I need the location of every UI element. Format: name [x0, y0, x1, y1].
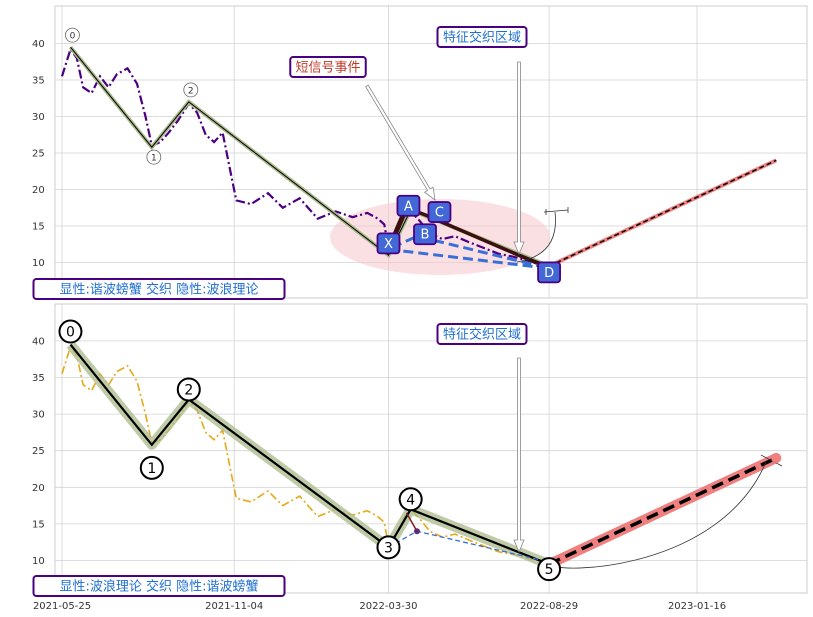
harmonic-marker — [427, 201, 452, 223]
harmonic-point-markers: X ABC D — [376, 194, 561, 284]
pivot-marker — [176, 377, 201, 402]
x-tick-label: 2023-01-16 — [668, 601, 726, 612]
signal-event-text: 短信号事件 — [295, 61, 360, 76]
pivot-label: 3 — [384, 540, 393, 556]
bottom-zone-arrow — [513, 357, 525, 554]
pivot-label: 5 — [545, 562, 554, 578]
pivot-label: 1 — [147, 461, 156, 477]
bottom-footer-box — [32, 575, 286, 597]
pivot-marker — [376, 535, 401, 560]
top-pivot-markers: 0 1 2 — [65, 27, 199, 165]
pivot-label: 1 — [151, 154, 157, 164]
bottom-zone-arrow-shape — [513, 357, 525, 554]
pivot-label: 0 — [70, 32, 76, 42]
signal-arrow — [365, 84, 436, 201]
y-tick-label: 20 — [32, 185, 45, 196]
y-tick-label: 25 — [32, 149, 45, 160]
top-forecast-band — [548, 158, 778, 268]
zone-arrow-shape — [513, 61, 525, 256]
bottom-zone-text: 特征交织区域 — [443, 327, 521, 343]
bottom-panel-frame — [54, 303, 808, 594]
top-zone-text: 特征交织区域 — [443, 30, 521, 46]
pivot-marker — [58, 319, 83, 344]
x-axis-ticks: 2021-05-25 2021-11-04 2022-03-30 2022-08-29… — [33, 601, 726, 612]
top-footer-box — [32, 278, 286, 300]
pivot-marker — [146, 149, 162, 165]
top-zone-box — [436, 26, 528, 48]
harmonic-label: X — [384, 237, 393, 252]
y-tick-label: 30 — [32, 112, 45, 123]
y-tick-label: 25 — [32, 446, 45, 457]
forecast-end — [771, 453, 782, 464]
x-tick-label: 2021-11-04 — [205, 601, 263, 612]
pivot-label: 2 — [184, 382, 193, 398]
y-tick-label: 10 — [32, 258, 45, 269]
x-tick-label: 2022-08-29 — [520, 601, 578, 612]
bottom-zone-box — [436, 323, 528, 345]
top-y-ticks: 10 15 20 25 30 35 40 — [32, 39, 45, 269]
y-tick-label: 15 — [32, 519, 45, 530]
harmonic-pattern-dashed — [387, 234, 550, 270]
y-tick-label: 35 — [32, 76, 45, 87]
pivot-label: 4 — [406, 492, 415, 508]
bottom-footer-text: 显性:波浪理论 交织 隐性:谐波螃蟹 — [59, 579, 258, 595]
harmonic-label: A — [404, 199, 413, 214]
top-forecast-line — [548, 159, 777, 267]
top-forecast-curve — [516, 211, 556, 263]
bottom-y-ticks: 10 15 20 25 30 35 40 — [32, 336, 45, 567]
y-tick-label: 40 — [32, 336, 45, 347]
harmonic-label: B — [421, 228, 430, 243]
harmonic-marker — [376, 232, 401, 255]
y-tick-label: 20 — [32, 483, 45, 494]
top-panel-frame — [54, 5, 808, 299]
y-tick-label: 30 — [32, 410, 45, 421]
y-tick-label: 10 — [32, 556, 45, 567]
pivot-label: 2 — [188, 86, 194, 96]
bottom-pivot-markers: 0 1 2 3 4 5 — [58, 319, 782, 582]
y-tick-label: 40 — [32, 39, 45, 50]
bottom-forecast-line — [548, 456, 777, 566]
y-tick-label: 35 — [32, 373, 45, 384]
harmonic-label: D — [544, 266, 554, 281]
bottom-grid — [55, 304, 807, 593]
pivot-label: 0 — [66, 325, 75, 341]
harmonic-label: C — [435, 206, 444, 221]
bottom-wave-line — [69, 343, 550, 566]
zone-arrow — [513, 61, 525, 256]
pivot-marker — [139, 455, 164, 480]
signal-arrow-shape — [365, 84, 436, 201]
hidden-leg — [405, 512, 418, 532]
harmonic-marker — [537, 261, 561, 284]
bottom-price-line — [61, 345, 542, 562]
pivot-marker — [183, 82, 199, 98]
top-footer-text: 显性:谐波螃蟹 交织 隐性:波浪理论 — [59, 282, 258, 298]
x-tick-label: 2022-03-30 — [359, 601, 417, 612]
top-curve-bracket — [543, 207, 569, 215]
pivot-marker — [398, 487, 423, 512]
pivot-marker — [537, 557, 562, 582]
harmonic-marker — [413, 223, 437, 246]
harmonic-marker — [396, 194, 421, 217]
y-tick-label: 15 — [32, 222, 45, 233]
signal-event-box — [289, 56, 367, 78]
x-tick-label: 2021-05-25 — [33, 601, 91, 612]
pivot-marker — [65, 27, 80, 43]
